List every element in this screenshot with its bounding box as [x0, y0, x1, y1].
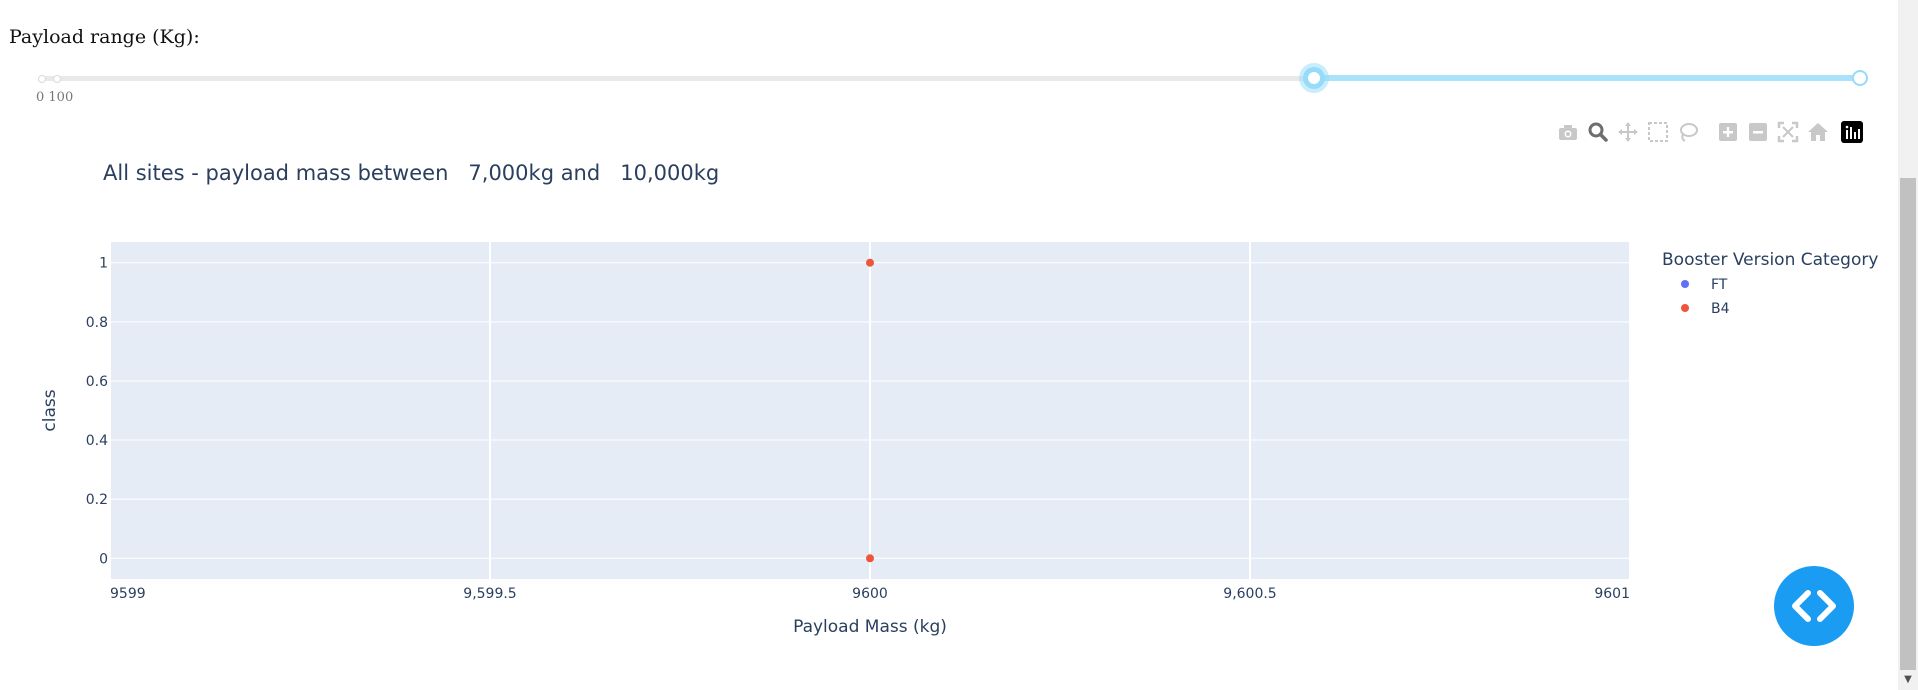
scrollbar-thumb[interactable] — [1900, 178, 1916, 670]
legend-item-b4: B4 — [1711, 301, 1730, 317]
zoom-out-icon[interactable] — [1746, 120, 1770, 144]
slider-rail[interactable] — [40, 76, 1860, 81]
slider-handle-high[interactable] — [1852, 70, 1868, 86]
y-tick-label: 1 — [99, 256, 108, 272]
data-point-b4-0 — [866, 258, 874, 267]
code-icon — [1792, 590, 1836, 622]
y-tick-label: 0.6 — [86, 374, 108, 390]
pan-icon[interactable] — [1616, 120, 1640, 144]
box-select-icon[interactable] — [1646, 120, 1670, 144]
data-point-b4-1 — [866, 554, 874, 563]
plotly-logo-icon[interactable] — [1840, 120, 1864, 144]
slider-selected-track — [1314, 75, 1860, 81]
chart-title: All sites - payload mass between 7,000kg… — [103, 161, 719, 185]
lasso-select-icon[interactable] — [1676, 120, 1700, 144]
x-tick-label: 9600 — [852, 586, 888, 602]
x-tick-label: 9,600.5 — [1223, 586, 1276, 602]
legend-marker-ft — [1681, 280, 1689, 288]
slider-mark-100[interactable] — [53, 75, 61, 83]
y-tick-label: 0.8 — [86, 315, 108, 331]
reset-axes-icon[interactable] — [1806, 120, 1830, 144]
scroll-down-arrow[interactable]: ▼ — [1904, 674, 1912, 685]
slider-mark-0[interactable] — [38, 75, 46, 83]
zoom-in-icon[interactable] — [1716, 120, 1740, 144]
y-axis-title: class — [40, 389, 60, 431]
y-tick-label: 0.4 — [86, 433, 108, 449]
slider-tick-labels: 0 100 — [36, 90, 74, 105]
legend-marker-b4 — [1681, 304, 1689, 312]
legend-title: Booster Version Category — [1662, 250, 1878, 270]
zoom-icon[interactable] — [1586, 120, 1610, 144]
autoscale-icon[interactable] — [1776, 120, 1800, 144]
slider-handle-low[interactable] — [1303, 67, 1325, 89]
scatter-chart: 9599 9,599.5 9600 9,600.5 9601 0 0.2 0.4 0.6 0.8 1… — [40, 161, 1878, 637]
x-tick-label: 9599 — [110, 586, 146, 602]
y-tick-label: 0 — [99, 551, 108, 567]
legend-item-ft: FT — [1711, 277, 1728, 293]
page-scrollbar[interactable]: ▼ — [1898, 0, 1918, 690]
code-toggle-button[interactable] — [1774, 566, 1854, 646]
y-tick-label: 0.2 — [86, 492, 108, 508]
camera-icon[interactable] — [1556, 120, 1580, 144]
payload-range-slider[interactable] — [38, 67, 1868, 89]
x-tick-label: 9601 — [1594, 586, 1630, 602]
x-axis-title: Payload Mass (kg) — [793, 617, 947, 637]
x-tick-label: 9,599.5 — [463, 586, 516, 602]
payload-range-label: Payload range (Kg): — [9, 26, 200, 48]
